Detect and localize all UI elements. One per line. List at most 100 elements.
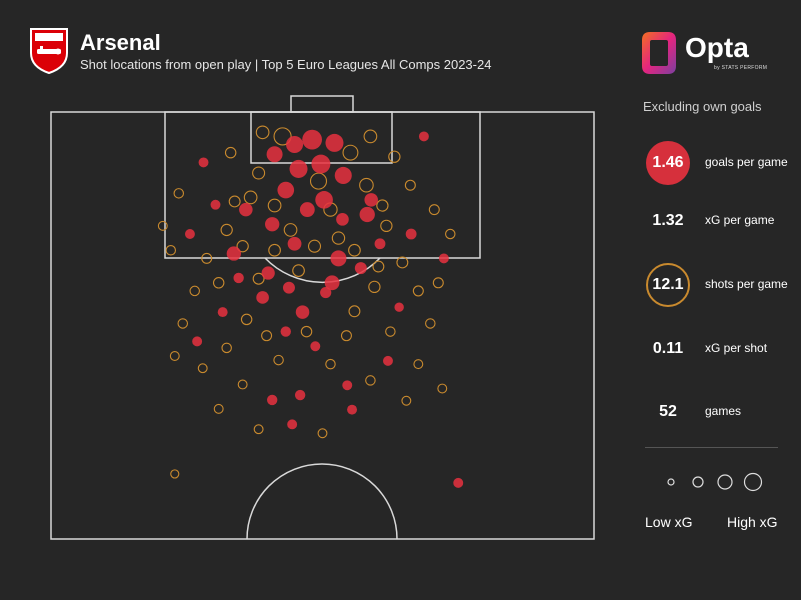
stat-value: 1.46: [646, 141, 690, 185]
shot-point: [252, 272, 265, 285]
goal-point: [217, 307, 228, 318]
xg-legend-high: High xG: [727, 514, 778, 530]
shot-point: [428, 204, 440, 216]
penalty-box: [164, 111, 481, 259]
goal-point: [347, 404, 358, 415]
stat-xg-per-shot: 0.11 xG per shot: [646, 327, 796, 371]
goal-point: [280, 326, 291, 337]
goal-point: [287, 236, 302, 251]
goal-point: [453, 477, 464, 488]
chart-title: Arsenal: [80, 30, 161, 55]
shot-point: [317, 428, 328, 439]
xg-legend-low: Low xG: [645, 514, 693, 530]
xg-legend-circle-2: [692, 476, 704, 488]
stat-label: shots per game: [705, 277, 788, 291]
goal-point: [354, 262, 367, 275]
goal-point: [282, 281, 295, 294]
goal-frame: [290, 95, 354, 113]
shot-point: [165, 245, 177, 256]
goal-point: [374, 238, 386, 250]
stat-goals-per-game: 1.46 goals per game: [646, 141, 796, 185]
stat-games: 52 games: [646, 390, 796, 434]
goal-point: [192, 336, 203, 347]
shot-point: [169, 351, 180, 361]
shot-point: [255, 125, 270, 140]
goal-point: [438, 253, 449, 264]
goal-point: [311, 154, 331, 174]
goal-point: [295, 305, 310, 319]
shot-point: [300, 325, 313, 338]
stats-note: Excluding own goals: [643, 99, 762, 114]
xg-legend-circle-1: [667, 478, 675, 486]
shot-point: [221, 342, 232, 354]
chart-subtitle: Shot locations from open play | Top 5 Eu…: [80, 57, 492, 72]
goal-point: [299, 202, 315, 218]
goal-point: [359, 206, 375, 223]
shot-point: [309, 172, 328, 190]
goal-point: [256, 291, 269, 304]
shot-point: [267, 198, 282, 213]
shot-point: [236, 240, 249, 253]
shot-point: [396, 256, 409, 269]
goal-point: [330, 250, 347, 267]
shot-point: [177, 318, 189, 329]
shot-point: [292, 264, 305, 277]
goal-point: [266, 394, 278, 406]
shot-point: [253, 424, 264, 435]
goal-point: [342, 380, 353, 391]
shot-point: [325, 358, 336, 370]
shot-point: [363, 129, 378, 144]
stat-label: xG per shot: [705, 341, 768, 355]
shot-point: [197, 363, 208, 374]
stat-label: games: [705, 404, 742, 418]
shot-point: [342, 144, 359, 161]
goal-point: [287, 419, 298, 430]
goal-point: [266, 146, 283, 163]
goal-point: [265, 217, 280, 232]
shot-point: [273, 354, 284, 366]
goal-point: [277, 181, 295, 199]
goal-point: [184, 229, 195, 239]
brand-logo: Opta by STATS PERFORM: [640, 30, 770, 76]
shot-point: [348, 243, 361, 257]
shot-point: [365, 375, 376, 386]
shot-point: [273, 127, 292, 146]
stat-xg-per-game: 1.32 xG per game: [646, 199, 796, 243]
stat-label: xG per game: [705, 213, 775, 227]
goal-point: [325, 133, 344, 152]
shot-point: [437, 383, 448, 394]
shot-point: [240, 313, 253, 326]
xg-size-legend: [667, 472, 763, 492]
goal-point: [198, 157, 209, 168]
shot-point: [376, 199, 389, 212]
goal-point: [324, 275, 340, 291]
shot-point: [385, 326, 396, 337]
goal-point: [336, 213, 349, 226]
goal-point: [320, 286, 332, 299]
shot-point: [173, 188, 185, 199]
goal-point: [289, 159, 308, 178]
xg-legend-circle-4: [743, 472, 763, 492]
shot-point: [445, 228, 456, 240]
shot-point: [237, 379, 248, 390]
shot-point: [220, 223, 233, 237]
goal-point: [226, 246, 242, 261]
shot-point: [228, 195, 241, 208]
shot-point: [412, 285, 424, 297]
shot-point: [224, 146, 237, 159]
shot-point: [432, 277, 444, 289]
goal-point: [210, 199, 221, 210]
pitch-outline: [50, 111, 595, 540]
stat-value: 1.32: [652, 212, 684, 229]
brand-name: Opta: [685, 32, 749, 63]
shot-point: [380, 219, 393, 233]
shot-point: [268, 243, 281, 257]
goal-point: [418, 131, 429, 142]
shot-point: [331, 231, 346, 245]
goal-point: [233, 272, 244, 284]
shot-point: [413, 359, 424, 370]
xg-legend-circle-3: [717, 474, 733, 490]
shot-point: [243, 190, 258, 205]
stat-label: goals per game: [705, 155, 788, 169]
